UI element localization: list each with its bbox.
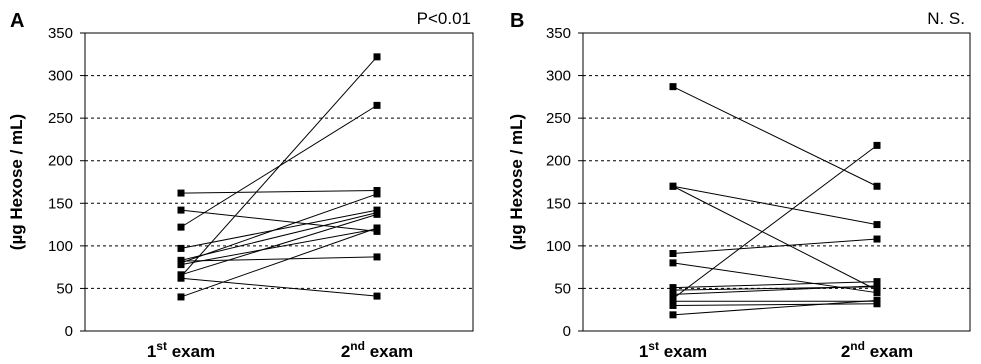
data-point	[177, 189, 185, 197]
data-point	[669, 250, 677, 258]
y-axis-label: (µg Hexose / mL)	[507, 114, 526, 250]
y-tick-label: 50	[56, 280, 73, 297]
series-line	[180, 56, 378, 277]
data-point	[177, 257, 185, 265]
x-tick-label: 2nd exam	[841, 339, 913, 361]
data-point	[177, 206, 185, 214]
x-tick-label-superscript: st	[156, 339, 167, 353]
x-tick-label: 1st exam	[147, 339, 215, 361]
y-tick-label: 250	[48, 110, 73, 127]
y-tick-label: 350	[546, 25, 571, 42]
plot-frame	[582, 32, 971, 332]
y-tick-label: 150	[546, 195, 571, 212]
series-line	[672, 144, 878, 300]
series-line	[672, 185, 878, 291]
x-tick-label: 1st exam	[639, 339, 707, 361]
series-line	[672, 281, 878, 289]
data-point	[373, 190, 381, 198]
series-line	[672, 303, 878, 306]
data-point	[669, 83, 677, 91]
x-tick-label-text: exam	[659, 342, 707, 361]
y-tick-label: 300	[546, 68, 571, 85]
series-line	[180, 190, 378, 194]
series-line	[180, 256, 378, 262]
series-line	[180, 213, 378, 276]
data-point	[177, 293, 185, 301]
x-tick-label-number: 2	[341, 342, 350, 361]
data-point	[873, 282, 881, 290]
y-tick-label: 200	[48, 153, 73, 170]
series-line	[672, 299, 878, 316]
y-tick-label: 150	[48, 195, 73, 212]
panel-letter: A	[10, 10, 24, 32]
data-point	[873, 289, 881, 297]
data-point	[669, 290, 677, 298]
x-tick-label-number: 1	[639, 342, 648, 361]
x-tick-label-superscript: nd	[350, 339, 365, 353]
x-tick-label-text: exam	[365, 342, 413, 361]
y-tick-label: 100	[48, 238, 73, 255]
significance-annotation: P<0.01	[417, 9, 471, 28]
data-point	[373, 53, 381, 61]
data-point	[669, 301, 677, 309]
data-point	[177, 273, 185, 281]
series-line	[180, 193, 378, 264]
y-tick-label: 200	[546, 153, 571, 170]
data-point	[873, 221, 881, 229]
x-tick-label-number: 2	[841, 342, 850, 361]
plot-frame	[84, 32, 474, 332]
data-point	[669, 259, 677, 267]
series-line	[180, 209, 378, 249]
y-tick-label: 250	[546, 110, 571, 127]
x-tick-label-text: exam	[167, 342, 215, 361]
series-line	[672, 238, 878, 255]
significance-annotation: N. S.	[927, 9, 965, 28]
series-line	[180, 212, 378, 261]
data-point	[873, 235, 881, 243]
series-line	[180, 209, 378, 232]
series-line	[672, 86, 878, 187]
data-point	[373, 292, 381, 300]
series-line	[180, 277, 378, 297]
x-tick-label: 2nd exam	[341, 339, 413, 361]
y-tick-label: 50	[554, 280, 571, 297]
x-tick-label-superscript: st	[648, 339, 659, 353]
x-tick-label-number: 1	[147, 342, 156, 361]
x-tick-label-superscript: nd	[850, 339, 865, 353]
data-point	[873, 278, 881, 286]
data-point	[669, 286, 677, 294]
data-point	[373, 253, 381, 261]
y-tick-label: 0	[563, 323, 571, 340]
data-point	[373, 224, 381, 232]
y-tick-label: 300	[48, 68, 73, 85]
panel-letter: B	[510, 10, 524, 32]
data-point	[873, 182, 881, 190]
series-line	[672, 285, 878, 295]
series-line	[672, 185, 878, 226]
series-line	[180, 227, 378, 298]
series-line	[180, 228, 378, 266]
y-tick-label: 0	[65, 323, 73, 340]
y-tick-label: 100	[546, 238, 571, 255]
data-point	[873, 141, 881, 149]
data-point	[669, 182, 677, 190]
y-axis-label: (µg Hexose / mL)	[7, 114, 26, 250]
data-point	[873, 296, 881, 304]
data-point	[177, 223, 185, 231]
data-point	[669, 311, 677, 319]
data-point	[177, 244, 185, 252]
x-tick-label-text: exam	[865, 342, 913, 361]
data-point	[373, 101, 381, 109]
data-point	[669, 297, 677, 305]
data-point	[373, 210, 381, 218]
y-tick-label: 350	[48, 25, 73, 42]
